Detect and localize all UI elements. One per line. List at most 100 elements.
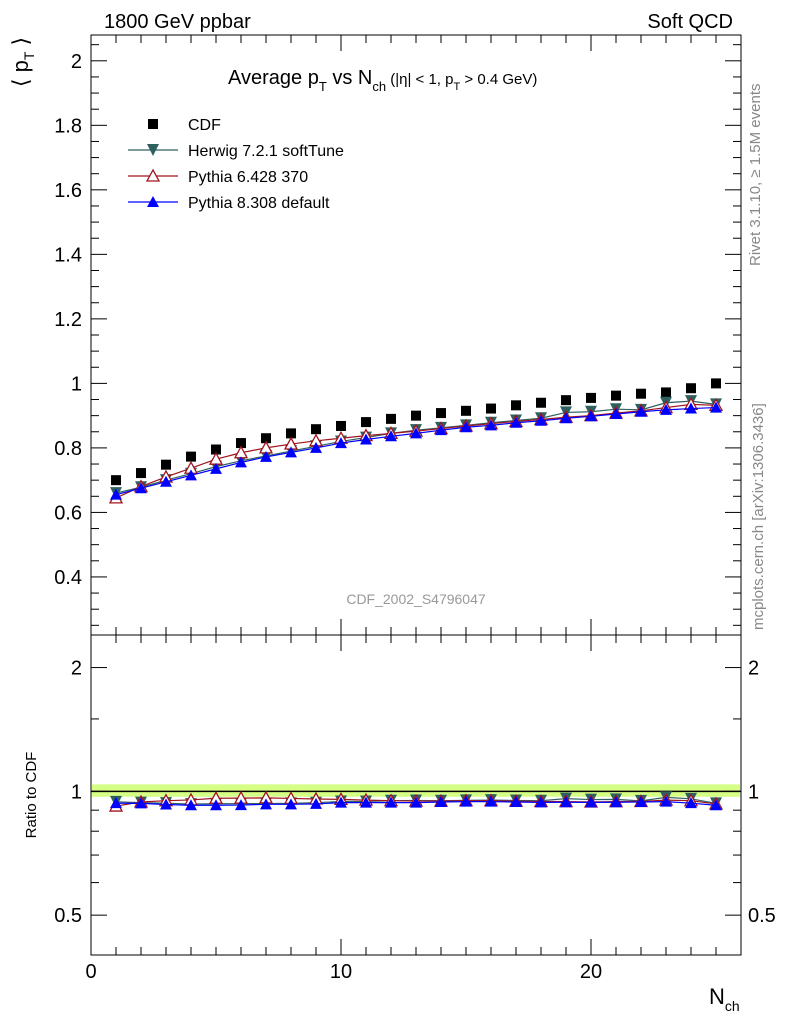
- main-point-cdf: [211, 444, 221, 455]
- main-point-pythia-8-308-default: [260, 450, 272, 462]
- main-point-cdf: [161, 459, 171, 470]
- ratio-point-pythia-8-308-default: [260, 798, 272, 810]
- main-point-pythia-8-308-default: [135, 482, 147, 494]
- main-point-cdf: [611, 390, 621, 401]
- main-point-cdf: [586, 392, 596, 403]
- y-tick-label: 2: [71, 51, 82, 73]
- main-point-cdf: [186, 451, 196, 462]
- ratio-point-pythia-8-308-default: [560, 796, 572, 808]
- main-point-cdf: [636, 388, 646, 399]
- ratio-point-pythia-8-308-default: [285, 798, 297, 810]
- legend-marker-pythia-8-308-default: [147, 196, 159, 207]
- main-point-pythia-8-308-default: [510, 416, 522, 428]
- main-point-cdf: [436, 408, 446, 419]
- legend-label-pythia-8-308-default: Pythia 8.308 default: [188, 195, 330, 212]
- legend-label-herwig-7-2-1-softtune: Herwig 7.2.1 softTune: [188, 143, 344, 160]
- legend-marker-herwig-7-2-1-softtune: [147, 144, 159, 156]
- main-point-cdf: [536, 397, 546, 408]
- x-tick-label: 0: [85, 961, 96, 983]
- main-title: Average pT vs Nch (|η| < 1, pT > 0.4 GeV…: [228, 67, 537, 94]
- main-point-cdf: [336, 420, 346, 431]
- y-tick-label: 1.6: [54, 180, 82, 202]
- analysis-id: CDF_2002_S4796047: [346, 591, 486, 607]
- main-point-pythia-8-308-default: [485, 419, 497, 431]
- main-point-pythia-8-308-default: [585, 410, 597, 422]
- svg-text:⟨ pT ⟩: ⟨ pT ⟩: [8, 37, 37, 87]
- main-point-pythia-8-308-default: [385, 430, 397, 442]
- main-point-pythia-8-308-default: [285, 446, 297, 458]
- ratio-point-pythia-8-308-default: [135, 797, 147, 809]
- main-point-pythia-8-308-default: [535, 414, 547, 426]
- main-point-cdf: [386, 413, 396, 424]
- main-point-cdf: [261, 433, 271, 444]
- ratio-y-tick-label-right: 2: [748, 658, 759, 680]
- main-point-cdf: [361, 417, 371, 428]
- main-point-pythia-8-308-default: [310, 441, 322, 453]
- ratio-point-pythia-8-308-default: [385, 796, 397, 808]
- legend-label-pythia-6-428-370: Pythia 6.428 370: [188, 169, 308, 186]
- y-tick-label: 0.6: [54, 502, 82, 524]
- main-point-cdf: [311, 424, 321, 435]
- y-tick-label: 1.4: [54, 244, 82, 266]
- ratio-y-tick-label: 2: [71, 658, 82, 680]
- ratio-point-pythia-8-308-default: [635, 796, 647, 808]
- main-point-pythia-8-308-default: [685, 402, 697, 414]
- main-point-cdf: [486, 403, 496, 414]
- ratio-point-pythia-8-308-default: [410, 796, 422, 808]
- main-point-pythia-8-308-default: [360, 433, 372, 445]
- y-tick-label: 0.8: [54, 438, 82, 460]
- source-label: mcplots.cern.ch [arXiv:1306.3436]: [750, 403, 767, 630]
- ratio-point-pythia-8-308-default: [110, 797, 122, 809]
- cdf-uncertainty-band: [92, 784, 740, 797]
- ratio-y-tick-label-right: 0.5: [748, 905, 776, 927]
- ratio-point-pythia-8-308-default: [535, 796, 547, 808]
- main-point-pythia-8-308-default: [560, 412, 572, 424]
- main-point-cdf: [411, 410, 421, 421]
- main-point-pythia-8-308-default: [185, 469, 197, 481]
- main-point-cdf: [711, 378, 721, 389]
- main-point-pythia-8-308-default: [335, 437, 347, 449]
- main-point-pythia-8-308-default: [660, 403, 672, 415]
- main-point-cdf: [236, 438, 246, 449]
- main-point-pythia-8-308-default: [635, 405, 647, 417]
- ratio-point-pythia-8-308-default: [210, 799, 222, 811]
- main-point-pythia-8-308-default: [110, 488, 122, 500]
- rivet-label: Rivet 3.1.10, ≥ 1.5M events: [747, 84, 764, 267]
- ratio-point-pythia-8-308-default: [685, 797, 697, 809]
- main-point-cdf: [511, 400, 521, 411]
- ratio-point-pythia-8-308-default: [235, 799, 247, 811]
- main-point-pythia-8-308-default: [435, 424, 447, 436]
- ratio-y-tick-label-right: 1: [748, 781, 759, 803]
- ratio-point-pythia-8-308-default: [335, 796, 347, 808]
- y-tick-label: 1: [71, 373, 82, 395]
- header-left: 1800 GeV ppbar: [104, 11, 251, 33]
- main-point-pythia-8-308-default: [160, 475, 172, 487]
- x-tick-label: 20: [580, 961, 602, 983]
- ratio-point-pythia-8-308-default: [185, 799, 197, 811]
- main-point-pythia-8-308-default: [210, 462, 222, 474]
- main-ylabel: ⟨ pT ⟩: [8, 37, 37, 87]
- ratio-ylabel: Ratio to CDF: [23, 752, 40, 839]
- legend-marker-cdf: [148, 119, 158, 129]
- legend-label-cdf: CDF: [188, 117, 221, 134]
- ratio-point-pythia-8-308-default: [510, 796, 522, 808]
- main-point-pythia-8-308-default: [410, 427, 422, 439]
- legend-marker-pythia-6-428-370: [145, 168, 161, 182]
- x-axis-label: Nch: [709, 984, 740, 1014]
- x-tick-label: 10: [330, 961, 352, 983]
- main-point-cdf: [686, 383, 696, 394]
- main-point-pythia-8-308-default: [710, 401, 722, 413]
- main-point-cdf: [136, 468, 146, 479]
- header-right: Soft QCD: [647, 11, 733, 33]
- ratio-point-pythia-8-308-default: [485, 795, 497, 807]
- ratio-point-pythia-8-308-default: [435, 796, 447, 808]
- y-tick-label: 1.8: [54, 115, 82, 137]
- main-point-cdf: [461, 405, 471, 416]
- main-point-cdf: [561, 395, 571, 406]
- main-point-cdf: [111, 475, 121, 486]
- main-point-pythia-8-308-default: [235, 456, 247, 468]
- main-point-pythia-8-308-default: [610, 408, 622, 420]
- ratio-point-pythia-8-308-default: [460, 795, 472, 807]
- ratio-y-tick-label: 1: [71, 781, 82, 803]
- ratio-point-pythia-8-308-default: [310, 797, 322, 809]
